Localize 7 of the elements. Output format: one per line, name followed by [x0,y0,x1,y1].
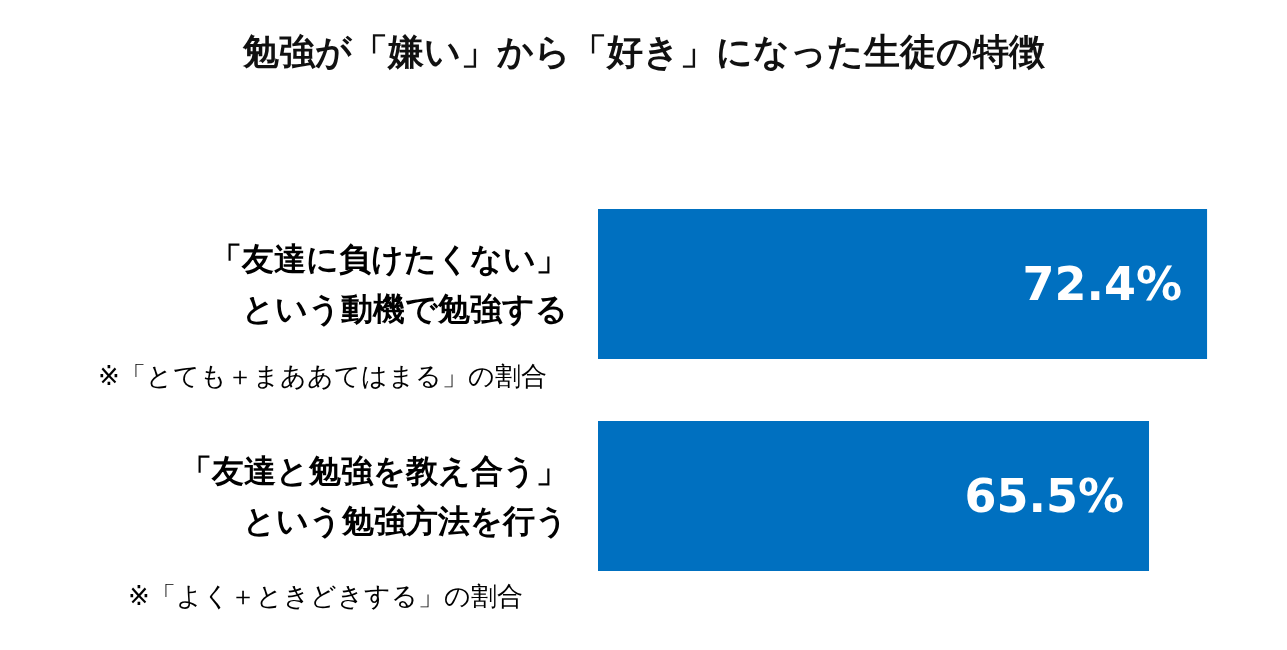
data-label: 65.5% [964,469,1125,523]
text: ※「よく＋ときどきする」の割合 [128,581,523,611]
y-tick-label: 「友達に負けたくない」という動機で勉強する [210,240,568,328]
y-tick-label: 「友達と勉強を教え合う」という勉強方法を行う [180,452,568,540]
chart-title: 勉強が「嫌い」から「好き」になった生徒の特徴 [241,30,1046,72]
data-label: 72.4% [1022,257,1183,311]
text: ※「とても＋まああてはまる」の割合 [98,361,547,391]
